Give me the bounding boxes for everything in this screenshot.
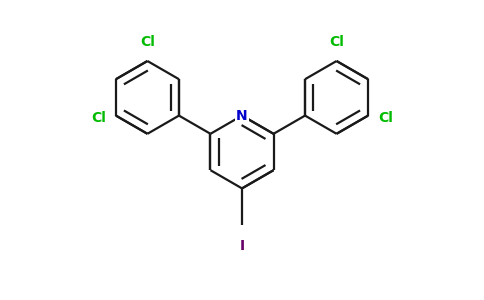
Text: I: I bbox=[240, 239, 244, 253]
Text: Cl: Cl bbox=[140, 35, 155, 49]
Text: N: N bbox=[236, 109, 248, 123]
Text: Cl: Cl bbox=[91, 111, 106, 124]
Text: Cl: Cl bbox=[378, 111, 393, 124]
Text: Cl: Cl bbox=[329, 35, 344, 49]
